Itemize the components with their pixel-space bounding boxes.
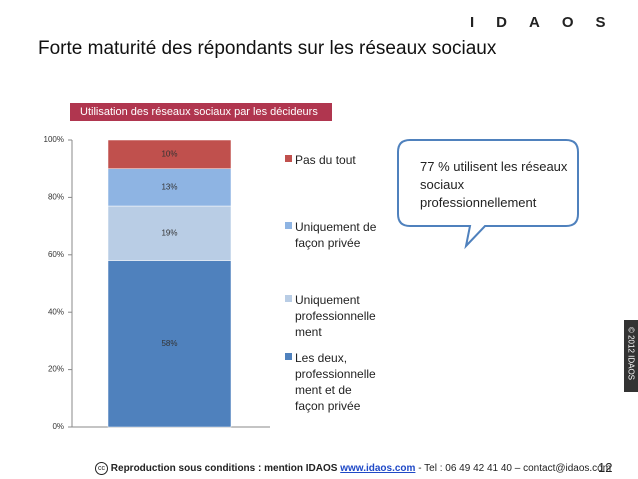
y-tick-label: 60% [48, 250, 64, 259]
footer-text: Reproduction sous conditions : mention I… [110, 463, 341, 475]
side-note: © 2012 IDAOS [626, 326, 636, 381]
legend-item: Pas du tout [285, 152, 381, 168]
value-label: 10% [161, 149, 177, 158]
y-tick-label: 40% [48, 307, 64, 316]
logo: IDAOS [470, 14, 628, 31]
title: Forte maturité des répondants sur les ré… [38, 38, 497, 59]
legend-swatch [285, 295, 292, 302]
y-tick-label: 0% [52, 422, 64, 431]
legend-swatch [285, 353, 292, 360]
footer-contact: - Tel : 06 49 42 41 40 – contact@idaos.c… [415, 463, 612, 475]
y-tick-label: 100% [44, 135, 64, 144]
bar-segment [107, 139, 232, 169]
legend-item: Uniquement de façon privée [285, 219, 381, 251]
bar-segment [107, 168, 232, 207]
bar-segment [107, 260, 232, 428]
subtitle: Utilisation des réseaux sociaux par les … [70, 103, 332, 121]
cc-icon: cc [95, 462, 108, 475]
footer-link[interactable]: www.idaos.com [340, 463, 416, 475]
y-tick-label: 80% [48, 193, 64, 202]
legend-label: Les deux, professionnellement et de faço… [295, 351, 376, 413]
legend-label: Uniquement de façon privée [295, 220, 377, 250]
value-label: 58% [161, 339, 177, 348]
legend-item: Les deux, professionnellement et de faço… [285, 350, 381, 414]
annotation: 77 % utilisent les réseaux sociaux profe… [420, 159, 568, 210]
bar-segment [107, 205, 232, 261]
y-tick-label: 20% [48, 365, 64, 374]
legend-label: Uniquement professionnellement [295, 293, 376, 339]
footer: cc Reproduction sous conditions : mentio… [95, 462, 611, 475]
callout-bubble [397, 139, 579, 250]
side-band: © 2012 IDAOS [624, 320, 638, 392]
value-label: 19% [161, 228, 177, 237]
page-number: 12 [598, 460, 613, 475]
value-label: 13% [161, 182, 177, 191]
legend-swatch [285, 222, 292, 229]
legend-item: Uniquement professionnellement [285, 292, 381, 340]
legend-swatch [285, 155, 292, 162]
legend-label: Pas du tout [295, 153, 356, 167]
